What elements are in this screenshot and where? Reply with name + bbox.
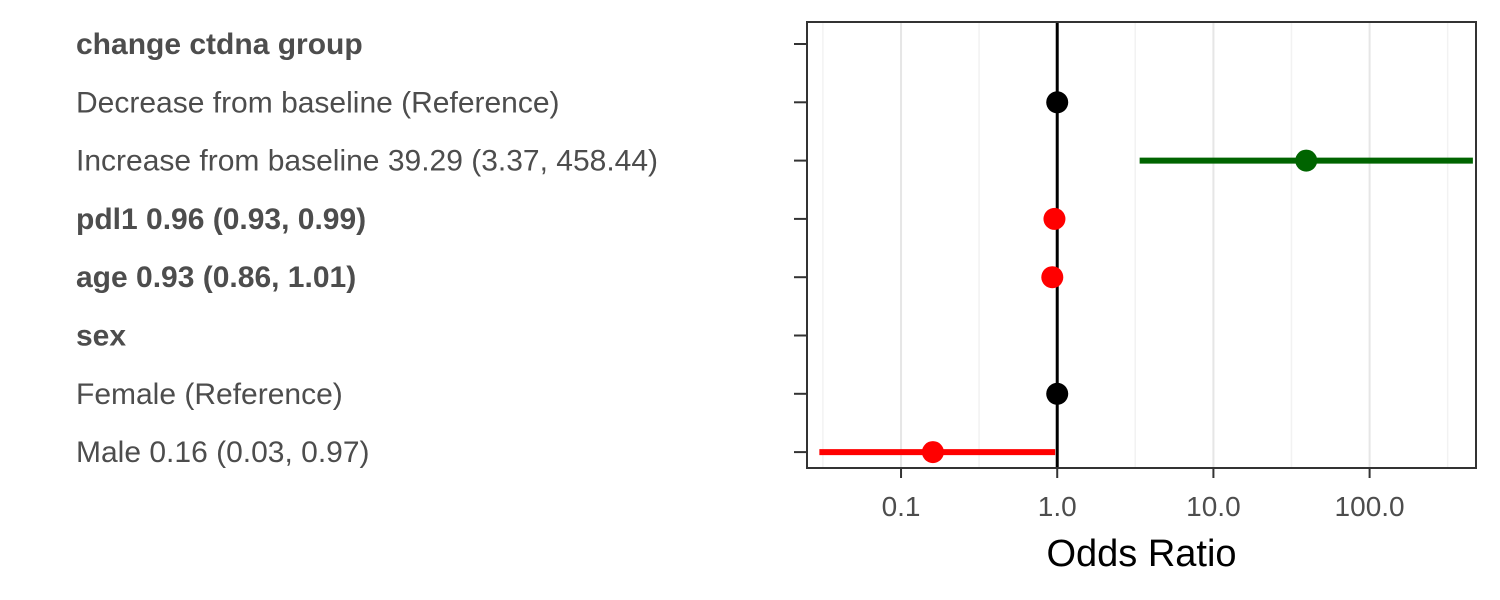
x-tick-label: 0.1: [882, 491, 921, 522]
point-estimate: [1046, 91, 1069, 114]
point-estimate: [1295, 149, 1318, 172]
y-axis-ticks: [794, 43, 807, 454]
row-label: Female (Reference): [76, 378, 343, 411]
row-label: pdl1 0.96 (0.93, 0.99): [76, 203, 366, 236]
point-estimates: [921, 91, 1318, 464]
row-label: sex: [76, 320, 126, 353]
x-tick-label: 1.0: [1038, 491, 1077, 522]
point-estimate: [921, 441, 944, 464]
x-axis-ticks: 0.1 1.0 10.0 100.0: [882, 468, 1405, 522]
point-estimate: [1043, 207, 1066, 230]
x-axis-title: Odds Ratio: [1046, 533, 1236, 575]
grid-lines: [822, 22, 1449, 468]
row-label: Male 0.16 (0.03, 0.97): [76, 436, 370, 469]
point-estimate: [1041, 266, 1064, 289]
row-label: change ctdna group: [76, 28, 363, 61]
row-label: Decrease from baseline (Reference): [76, 86, 560, 119]
row-labels: change ctdna group Decrease from baseline…: [76, 28, 658, 469]
confidence-intervals: [819, 157, 1473, 456]
row-label: Increase from baseline 39.29 (3.37, 458.…: [76, 145, 658, 178]
plot-panel-border: [806, 21, 1477, 469]
x-tick-label: 10.0: [1186, 491, 1241, 522]
x-tick-label: 100.0: [1335, 491, 1405, 522]
row-label: age 0.93 (0.86, 1.01): [76, 261, 356, 294]
point-estimate: [1046, 382, 1069, 405]
